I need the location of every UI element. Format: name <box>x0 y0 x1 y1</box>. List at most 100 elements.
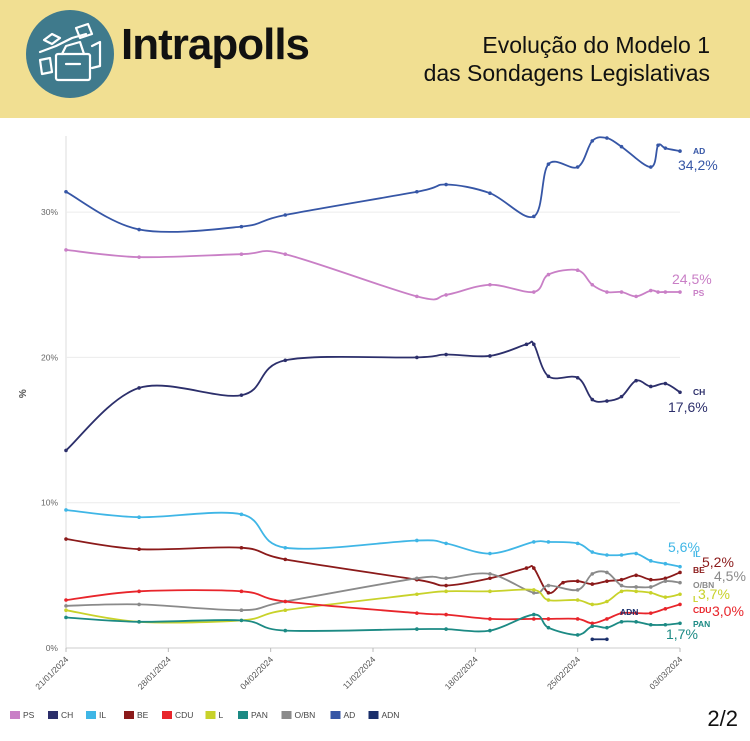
data-point <box>663 579 668 583</box>
data-point <box>678 149 682 153</box>
data-point <box>283 608 288 613</box>
legend-label: CDU <box>175 710 193 720</box>
data-point <box>575 588 580 592</box>
end-label-l: L <box>693 594 698 604</box>
series-line-cdu <box>65 589 681 625</box>
data-point <box>444 541 448 546</box>
data-point <box>137 547 141 551</box>
data-point <box>546 272 551 277</box>
data-point <box>619 577 624 582</box>
data-point <box>590 621 595 626</box>
data-point <box>444 583 448 588</box>
data-point <box>648 288 653 293</box>
x-tick-label: 25/02/2024 <box>545 654 582 691</box>
legend-swatch <box>10 711 20 719</box>
legend-swatch <box>281 711 292 719</box>
data-point <box>532 290 536 294</box>
x-tick-label: 11/02/2024 <box>341 654 378 691</box>
data-point <box>64 615 68 620</box>
data-point <box>634 573 638 578</box>
data-point <box>415 294 419 299</box>
data-point <box>663 595 668 599</box>
data-point <box>415 592 419 597</box>
data-point <box>590 550 595 554</box>
legend-swatch <box>330 711 341 719</box>
data-point <box>678 564 682 569</box>
data-point <box>532 214 536 219</box>
data-point <box>64 189 68 194</box>
legend-label: ADN <box>382 710 400 720</box>
series-be <box>64 537 682 595</box>
series-line-ad <box>65 136 681 233</box>
data-point <box>444 576 448 581</box>
series-l <box>64 588 682 624</box>
legend-label: O/BN <box>295 710 316 720</box>
data-point <box>575 268 580 273</box>
data-point <box>546 374 551 379</box>
page-indicator: 2/2 <box>707 706 738 731</box>
series-ad <box>64 136 682 233</box>
data-point <box>64 448 68 453</box>
data-point <box>678 621 682 626</box>
x-tick-label: 21/01/2024 <box>33 654 70 691</box>
data-point <box>532 588 536 592</box>
legend-item-l: L <box>205 710 224 720</box>
data-point <box>648 590 653 595</box>
brand-name: Intrapolls <box>121 20 310 69</box>
data-point <box>619 394 624 399</box>
legend-item-adn: ADN <box>368 710 400 720</box>
legend-swatch <box>368 711 379 719</box>
data-point <box>532 342 536 347</box>
data-point <box>678 580 682 585</box>
data-point <box>488 589 492 594</box>
data-point <box>488 354 492 358</box>
data-point <box>634 551 638 556</box>
data-point <box>532 590 536 595</box>
data-point <box>619 553 624 557</box>
data-point <box>488 282 492 287</box>
data-point <box>137 515 141 520</box>
data-point <box>605 570 609 575</box>
data-point <box>415 538 419 543</box>
series-line-pan <box>65 613 681 636</box>
data-point <box>532 566 536 570</box>
data-point <box>663 561 668 566</box>
data-point <box>444 182 448 187</box>
legend-label: IL <box>99 710 106 720</box>
series-cdu <box>64 589 682 626</box>
data-point <box>546 540 551 544</box>
data-point <box>137 386 141 390</box>
data-point <box>575 165 580 169</box>
series-pan <box>64 612 682 637</box>
legend-swatch <box>86 711 96 719</box>
end-label-cdu: CDU <box>693 605 711 615</box>
data-point <box>619 620 624 624</box>
data-point <box>137 227 141 232</box>
data-point <box>575 541 580 546</box>
series-il <box>64 508 682 569</box>
legend-item-cdu: CDU <box>162 710 193 720</box>
legend-item-o-bn: O/BN <box>281 710 316 720</box>
data-point <box>648 384 653 389</box>
data-point <box>590 637 595 642</box>
legend-item-pan: PAN <box>238 710 268 720</box>
data-point <box>648 577 653 582</box>
legend-swatch <box>124 711 134 719</box>
series-ps <box>64 248 682 301</box>
data-point <box>648 622 653 627</box>
data-point <box>488 191 492 196</box>
data-point <box>444 293 448 297</box>
data-point <box>415 189 419 194</box>
header-banner: Intrapolls Evolução do Modelo 1 das Sond… <box>0 0 750 118</box>
data-point <box>619 583 624 588</box>
legend-swatch <box>205 711 216 719</box>
series-ch <box>64 340 682 453</box>
end-label-il: IL <box>693 549 701 559</box>
data-point <box>605 399 609 403</box>
data-point <box>64 598 68 602</box>
data-point <box>634 294 638 299</box>
data-point <box>283 557 288 562</box>
data-point <box>488 617 492 621</box>
data-point <box>590 397 595 402</box>
data-point <box>634 611 638 615</box>
